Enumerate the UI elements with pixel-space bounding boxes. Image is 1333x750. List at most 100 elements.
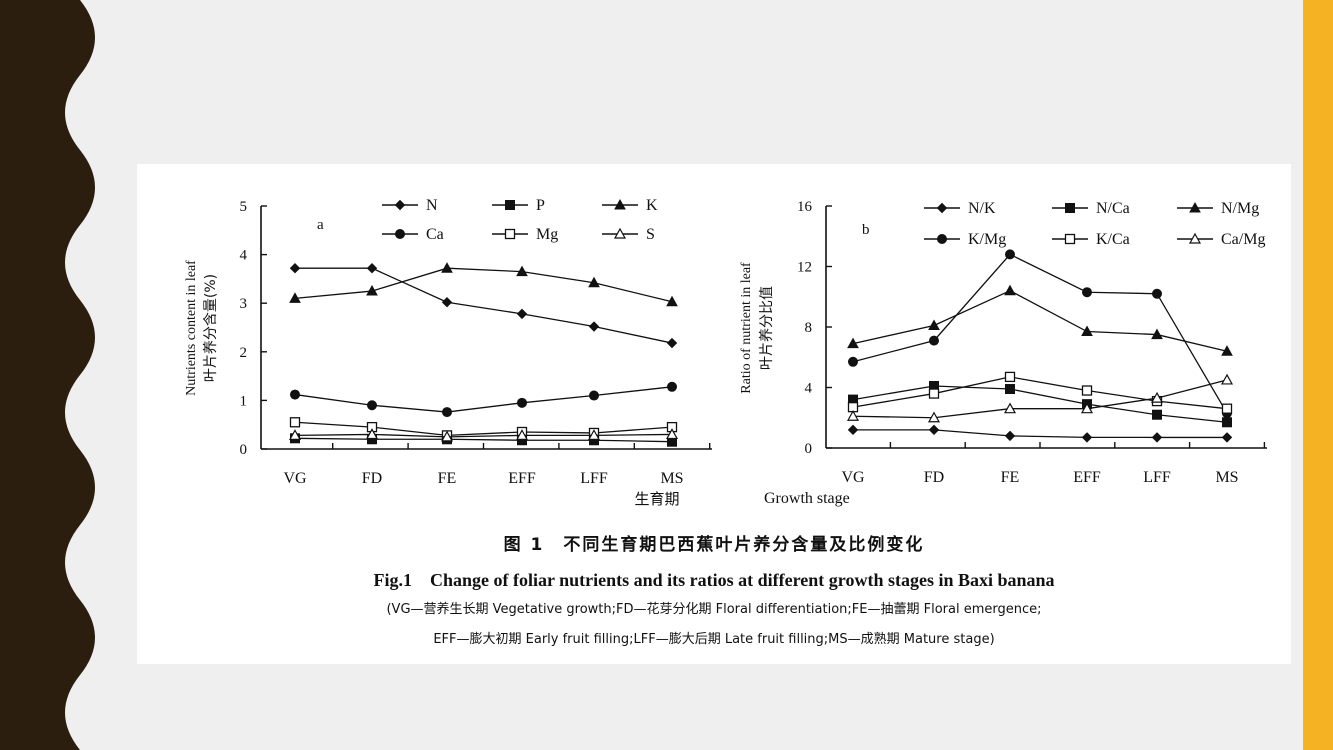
chart-b-series-ca-mg-point bbox=[1080, 402, 1094, 414]
chart-a-y-tick-label: 4 bbox=[240, 248, 248, 264]
chart-a-ylabel-cn: 叶片养分含量(%) bbox=[203, 274, 219, 382]
chart-b-series-n-k-point bbox=[928, 424, 940, 436]
chart-a-legend-k-label: K bbox=[646, 197, 658, 214]
chart-b-x-tick-label: LFF bbox=[1143, 469, 1171, 486]
chart-a-legend-k-marker bbox=[614, 198, 626, 210]
chart-b-series-k-mg-point bbox=[929, 335, 939, 346]
chart-b-legend-k-ca-label: K/Ca bbox=[1096, 231, 1130, 248]
chart-a-series-ca-point bbox=[290, 389, 300, 400]
chart-a-legend-n-label: N bbox=[426, 197, 438, 214]
figure-caption-chinese: 图 1 不同生育期巴西蕉叶片养分含量及比例变化 bbox=[503, 535, 925, 555]
chart-b-series-n-k-line bbox=[853, 429, 1227, 439]
chart-a-series-n-line bbox=[295, 267, 673, 344]
chart-a-series-k-point bbox=[666, 295, 678, 307]
chart-a-series-n-point bbox=[289, 263, 301, 274]
chart-a-y-tick-label: 5 bbox=[240, 199, 248, 215]
chart-b-series-k-ca-point bbox=[928, 388, 940, 399]
chart-b-x-tick-label: VG bbox=[841, 469, 865, 486]
chart-a-legend-ca-label: Ca bbox=[426, 226, 444, 243]
chart-b-x-tick-label: FD bbox=[924, 469, 944, 486]
chart-b-series-n-k-point bbox=[1151, 432, 1163, 443]
chart-b-series-k-mg-line bbox=[852, 253, 1228, 414]
chart-b-y-tick-label: 16 bbox=[797, 199, 813, 215]
chart-a-y-tick-label: 2 bbox=[240, 345, 248, 361]
chart-a: 0 1 2 3 4 5 VG FD FE EFF LFF MS N P K Ca Mg S a Nutrien… bbox=[184, 197, 712, 508]
chart-a-legend-mg-marker bbox=[504, 228, 516, 240]
chart-a-series-ca-point bbox=[589, 390, 599, 401]
chart-a-series-s-point bbox=[515, 429, 529, 440]
chart-a-series-mg-point bbox=[289, 417, 301, 428]
chart-b-legend-k-ca-marker bbox=[1064, 233, 1076, 245]
chart-a-series-k-point bbox=[516, 265, 528, 277]
chart-b-y-tick-label: 12 bbox=[797, 260, 812, 276]
chart-b-series-k-ca-line bbox=[852, 376, 1228, 410]
chart-a-series-n-point bbox=[666, 337, 678, 349]
chart-b-series-n-ca-point bbox=[1005, 384, 1015, 395]
chart-b-legend-n-ca-marker bbox=[1065, 203, 1075, 213]
chart-b-series-n-mg-point bbox=[1151, 328, 1163, 340]
chart-b-series-k-mg-point bbox=[1005, 249, 1015, 260]
chart-b-panel-label: b bbox=[862, 222, 870, 238]
chart-a-series-s-line bbox=[294, 433, 673, 438]
chart-a-series-k-point bbox=[366, 285, 378, 296]
chart-b-series-ca-mg-point bbox=[1003, 402, 1017, 414]
chart-b-series-n-k-point bbox=[1221, 432, 1233, 443]
chart-a-x-tick-label: FD bbox=[362, 470, 382, 487]
chart-a-x-tick-label: EFF bbox=[508, 470, 536, 487]
chart-a-series-ca-point bbox=[442, 407, 452, 418]
chart-b-legend-k-mg-label: K/Mg bbox=[968, 231, 1006, 248]
chart-b-legend-n-ca-label: N/Ca bbox=[1096, 200, 1130, 217]
chart-b-series-n-ca-point bbox=[1222, 417, 1232, 428]
left-wavy-decoration bbox=[0, 0, 95, 750]
chart-a-series-s-point bbox=[665, 428, 679, 440]
chart-a-xlabel: 生育期 bbox=[634, 490, 679, 508]
chart-b-legend-ca-mg-label: Ca/Mg bbox=[1221, 231, 1265, 248]
chart-b-series-n-mg-point bbox=[1081, 325, 1093, 337]
chart-b-series-n-mg-point bbox=[1004, 284, 1016, 296]
figure-caption-note-line-2: EFF—膨大初期 Early fruit filling;LFF—膨大后期 La… bbox=[433, 632, 995, 647]
chart-a-legend-ca-marker bbox=[395, 229, 405, 239]
chart-a-series-s-point bbox=[288, 429, 302, 440]
chart-b-series-k-ca-point bbox=[1221, 403, 1233, 414]
chart-a-legend-mg-label: Mg bbox=[536, 226, 558, 243]
chart-b-series-ca-mg-line bbox=[852, 379, 1228, 419]
chart-b-series-n-ca-point bbox=[1152, 409, 1162, 420]
chart-a-x-tick-label: LFF bbox=[580, 470, 608, 487]
chart-a-legend-p-label: P bbox=[536, 197, 545, 214]
chart-b-series-k-mg-point bbox=[1152, 288, 1162, 299]
chart-b-series-n-k-point bbox=[1081, 432, 1093, 443]
chart-a-ylabel-en: Nutrients content in leaf bbox=[184, 260, 199, 396]
chart-a-series-k-point bbox=[289, 292, 301, 303]
chart-b-legend-n-mg-marker bbox=[1189, 201, 1201, 213]
figure-caption-note-line-1: (VG—营养生长期 Vegetative growth;FD—花芽分化期 Flo… bbox=[386, 602, 1042, 617]
chart-b: 0 4 8 12 16 VG FD FE EFF LFF MS N/K N/Ca N/Mg K/Mg K/… bbox=[739, 199, 1267, 507]
chart-a-series-k-line bbox=[294, 267, 673, 303]
chart-b-legend-n-k-label: N/K bbox=[968, 200, 996, 217]
chart-a-series-s-point bbox=[365, 428, 379, 440]
chart-a-series-ca-point bbox=[667, 381, 677, 392]
chart-a-panel-label: a bbox=[317, 217, 324, 233]
chart-b-ylabel-en: Ratio of nutrient in leaf bbox=[739, 262, 754, 394]
chart-a-x-tick-label: VG bbox=[283, 470, 307, 487]
chart-b-series-k-mg-point bbox=[1082, 287, 1092, 298]
chart-b-x-tick-label: FE bbox=[1001, 469, 1020, 486]
chart-b-xlabel: Growth stage bbox=[764, 490, 850, 507]
chart-a-y-tick-label: 0 bbox=[240, 442, 248, 458]
chart-b-series-n-mg-point bbox=[847, 337, 859, 349]
chart-a-series-n-point bbox=[516, 308, 528, 320]
chart-a-legend-s-marker bbox=[613, 227, 627, 239]
chart-b-y-tick-label: 4 bbox=[805, 381, 813, 397]
chart-a-series-n-point bbox=[366, 263, 378, 274]
chart-b-legend-n-k-marker bbox=[936, 202, 948, 214]
chart-a-series-k-point bbox=[441, 262, 453, 273]
chart-b-series-n-k-point bbox=[1004, 430, 1016, 442]
chart-b-series-n-ca-line bbox=[852, 385, 1228, 423]
chart-a-series-k-point bbox=[588, 276, 600, 288]
chart-a-series-s-point bbox=[440, 430, 454, 442]
right-accent-bar bbox=[1303, 0, 1333, 750]
chart-a-y-tick-label: 3 bbox=[240, 296, 248, 312]
chart-b-ylabel-cn: 叶片养分比值 bbox=[759, 286, 775, 370]
chart-b-series-ca-mg-point bbox=[1220, 373, 1234, 385]
